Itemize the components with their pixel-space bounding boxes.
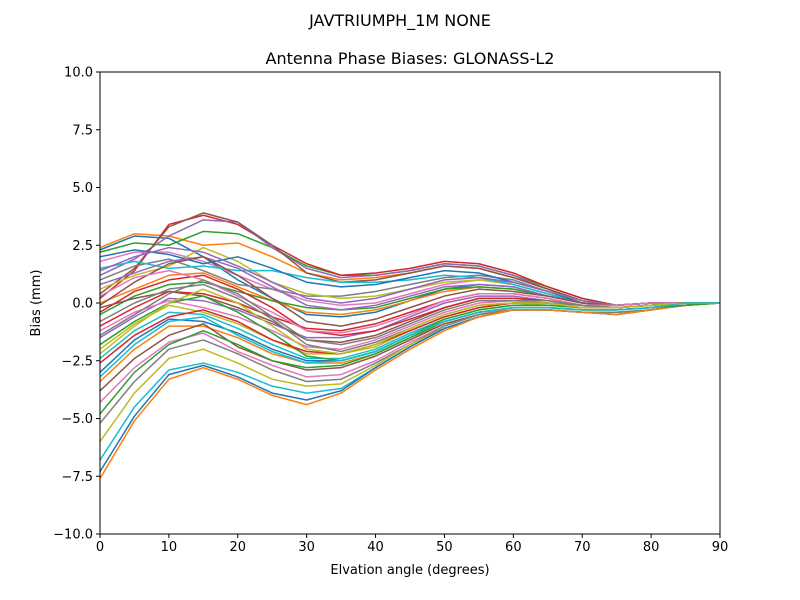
- x-tick-label: 50: [436, 540, 453, 555]
- x-tick-label: 10: [161, 540, 178, 555]
- x-tick-label: 30: [298, 540, 315, 555]
- y-tick-label: −2.5: [61, 354, 93, 369]
- x-tick-label: 40: [367, 540, 384, 555]
- y-tick-label: 5.0: [72, 181, 93, 196]
- x-tick-label: 70: [574, 540, 591, 555]
- y-tick-label: −5.0: [61, 412, 93, 427]
- plot-area: [100, 212, 720, 479]
- axis-ticks: 0 10 20 30 40 50 60 70 80 90 −10.0 −7.5 −5.0 −2.5 0.0 2…: [53, 66, 728, 556]
- y-tick-label: 10.0: [64, 66, 93, 81]
- y-tick-label: −10.0: [53, 528, 93, 543]
- series-line-32: [100, 302, 720, 479]
- x-tick-label: 90: [712, 540, 729, 555]
- y-tick-label: 0.0: [72, 297, 93, 312]
- x-tick-label: 60: [505, 540, 522, 555]
- series-line-40: [100, 302, 720, 378]
- series-line-39: [100, 288, 720, 355]
- figure-suptitle: JAVTRIUMPH_1M NONE: [308, 11, 491, 31]
- x-tick-label: 20: [230, 540, 247, 555]
- y-tick-label: 2.5: [72, 239, 93, 254]
- x-tick-label: 0: [96, 540, 104, 555]
- x-tick-label: 80: [643, 540, 660, 555]
- y-tick-label: 7.5: [72, 123, 93, 138]
- series-line-7: [100, 251, 720, 307]
- axes-frame: [99, 71, 721, 535]
- y-tick-label: −7.5: [61, 470, 93, 485]
- chart-title: Antenna Phase Biases: GLONASS-L2: [266, 49, 555, 68]
- y-axis-label: Bias (mm): [29, 270, 44, 337]
- x-axis-label: Elvation angle (degrees): [330, 563, 489, 578]
